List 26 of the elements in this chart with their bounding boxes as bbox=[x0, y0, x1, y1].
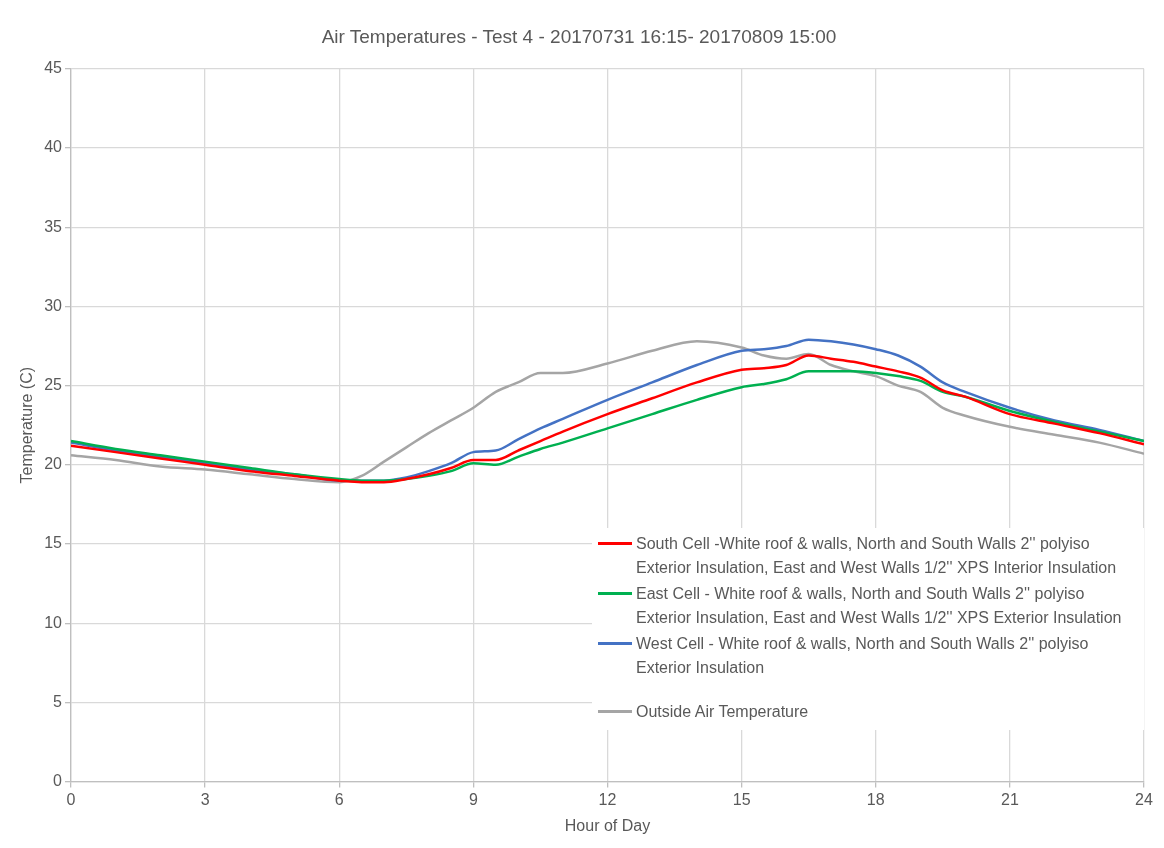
legend-label: Outside Air Temperature bbox=[636, 702, 809, 722]
x-tick-label: 15 bbox=[732, 790, 751, 808]
y-axis-title: Temperature (C) bbox=[18, 366, 36, 484]
x-tick-label: 21 bbox=[1000, 790, 1019, 808]
legend-label: West Cell - White roof & walls, North and South Walls 2'' polyiso Exterior Insulation bbox=[636, 634, 1090, 678]
y-tick-label: 25 bbox=[44, 376, 63, 394]
y-tick-label: 10 bbox=[44, 613, 63, 631]
x-tick-label: 18 bbox=[866, 790, 885, 808]
y-tick-label: 15 bbox=[44, 534, 63, 552]
y-tick-label: 35 bbox=[44, 217, 63, 235]
x-tick-label: 24 bbox=[1135, 790, 1153, 808]
x-tick-label: 12 bbox=[598, 790, 617, 808]
x-tick-label: 3 bbox=[200, 790, 210, 808]
chart-title: Air Temperatures - Test 4 - 20170731 16:15- 20170809 15:00 bbox=[321, 25, 837, 47]
x-tick-label: 0 bbox=[66, 790, 76, 808]
y-tick-label: 40 bbox=[44, 138, 63, 156]
x-tick-label: 6 bbox=[334, 790, 344, 808]
y-tick-label: 30 bbox=[44, 296, 63, 314]
legend-label: East Cell - White roof & walls, North and South Walls 2'' polyiso Exterior Insulation, East and West Walls 1/2'' XPS Exterior Insulation bbox=[636, 584, 1123, 628]
legend-label: South Cell -White roof & walls, North and South Walls 2'' polyiso Exterior Insulation, East and West Walls 1/2'' XPS Interior Insulation bbox=[636, 534, 1118, 578]
y-tick-label: 5 bbox=[53, 692, 63, 710]
x-axis-title: Hour of Day bbox=[564, 816, 651, 834]
y-tick-label: 0 bbox=[53, 772, 63, 790]
y-tick-label: 45 bbox=[44, 59, 63, 77]
x-tick-label: 9 bbox=[468, 790, 478, 808]
y-tick-label: 20 bbox=[44, 455, 63, 473]
